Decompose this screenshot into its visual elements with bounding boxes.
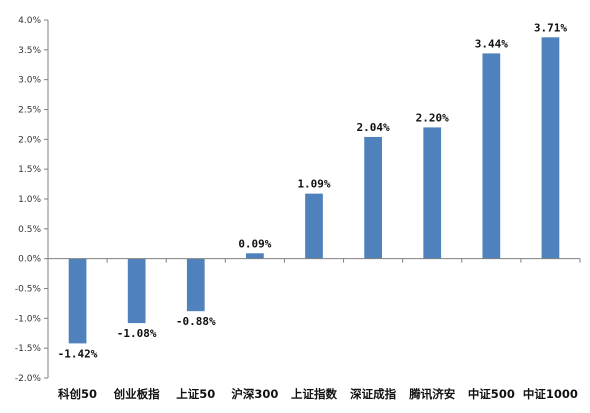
bar — [305, 193, 323, 259]
y-tick-label: -1.5% — [15, 344, 42, 354]
bar-data-label: -0.88% — [176, 315, 216, 328]
y-tick-label: 1.0% — [18, 195, 41, 205]
y-tick-label: 4.0% — [18, 16, 41, 26]
bar-data-label: 0.09% — [238, 237, 271, 250]
bar-data-label: 3.44% — [475, 37, 508, 50]
y-tick-label: 2.0% — [18, 135, 41, 145]
y-tick-label: 0.0% — [18, 255, 41, 265]
y-tick-label: 0.5% — [18, 225, 41, 235]
x-tick-label: 科创50 — [58, 387, 97, 401]
y-tick-label: 3.5% — [18, 46, 41, 56]
x-tick-label: 腾讯济安 — [409, 387, 455, 401]
bar — [423, 127, 442, 259]
bar — [68, 258, 87, 344]
bar — [364, 136, 382, 259]
bar-data-label: 2.20% — [416, 111, 449, 124]
bar — [541, 37, 560, 259]
bar-data-label: 2.04% — [357, 121, 390, 134]
x-tick-label: 中证1000 — [523, 387, 578, 401]
y-tick-label: 1.5% — [18, 165, 41, 175]
bar-data-label: -1.42% — [58, 347, 98, 360]
data-labels: -1.42% -1.08% -0.88% 0.09% 1.09% 2.04% 2.20% 3.… — [58, 21, 568, 360]
bars — [68, 37, 560, 344]
bar — [246, 253, 264, 259]
bar-data-label: 1.09% — [297, 178, 330, 191]
bar — [482, 53, 501, 259]
x-tick-label: 上证50 — [176, 387, 215, 401]
bar-data-label: 3.71% — [534, 21, 567, 34]
x-tick-label: 创业板指 — [113, 387, 160, 401]
y-tick-label: -1.0% — [15, 314, 42, 324]
x-tick-label: 深证成指 — [350, 387, 396, 401]
x-tick-label: 上证指数 — [291, 387, 337, 401]
y-tick-label: 2.5% — [18, 106, 41, 116]
x-tick-label: 中证500 — [468, 387, 515, 401]
x-axis: 科创50 创业板指 上证50 沪深300 上证指数 深证成指 腾讯济安 中证500 中证1000 — [47, 258, 581, 401]
y-tick-label: -0.5% — [15, 285, 42, 295]
y-tick-label: 3.0% — [18, 76, 41, 86]
bar — [186, 258, 205, 312]
bar-data-label: -1.08% — [117, 327, 157, 340]
x-tick-label: 沪深300 — [231, 387, 278, 401]
y-axis: 4.0% 3.5% 3.0% 2.5% 2.0% 1.5% 1.0% 0.5% 0.0% -0.5… — [15, 16, 49, 384]
y-tick-label: -2.0% — [15, 374, 42, 384]
bar — [127, 258, 146, 324]
